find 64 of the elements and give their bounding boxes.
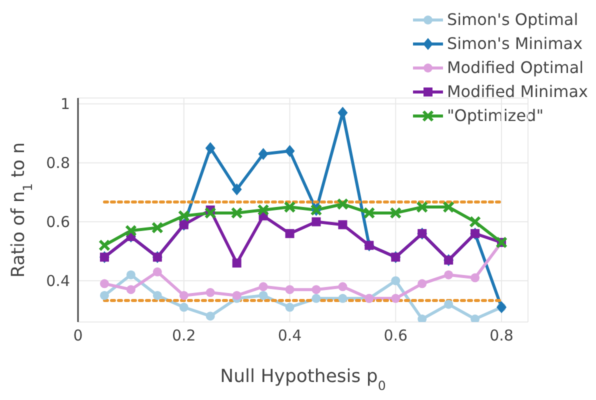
point <box>338 282 348 292</box>
y-tick-label: 0.8 <box>46 154 70 172</box>
point <box>444 270 454 280</box>
x-tick-label: 0.6 <box>384 326 408 345</box>
point <box>206 312 215 321</box>
point <box>338 294 348 303</box>
point <box>152 267 162 276</box>
point <box>100 279 109 288</box>
point <box>285 302 294 312</box>
point <box>391 276 400 286</box>
point <box>284 201 296 214</box>
x-tick-label: 0.8 <box>490 326 514 345</box>
legend-label: Modified Optimal <box>446 57 584 79</box>
point <box>206 288 215 298</box>
y-tick-label: 0.4 <box>46 272 70 290</box>
point <box>100 290 109 300</box>
point <box>418 314 427 322</box>
point <box>363 206 376 219</box>
point <box>284 145 295 158</box>
legend-label: "Optimized" <box>446 105 544 127</box>
x-axis-title: Null Hypothesis p$_{0}$ <box>220 366 386 392</box>
point <box>204 206 216 219</box>
point <box>390 206 402 219</box>
point <box>470 273 480 282</box>
point <box>151 222 164 234</box>
point <box>258 290 268 300</box>
point <box>126 270 136 280</box>
point <box>98 239 110 252</box>
point <box>232 290 242 300</box>
point <box>285 229 294 238</box>
x-tick-label: 0 <box>73 326 83 345</box>
point <box>312 217 321 226</box>
point <box>258 282 268 292</box>
legend-label: Simon's Optimal <box>446 9 578 31</box>
point <box>470 314 480 322</box>
point <box>312 285 321 294</box>
point <box>285 285 294 294</box>
y-tick-label: 1 <box>60 95 70 114</box>
legend-label: Modified Minimax <box>446 81 588 103</box>
point <box>178 210 190 222</box>
point <box>230 206 243 219</box>
point <box>418 279 427 288</box>
legend-label: Simon's Minimax <box>446 33 583 55</box>
point <box>444 300 454 309</box>
point <box>442 201 455 214</box>
x-tick-label: 0.2 <box>172 326 196 345</box>
y-tick-label: 0.6 <box>46 213 70 232</box>
point <box>232 258 242 268</box>
point <box>124 224 137 237</box>
x-tick-label: 0.4 <box>278 326 302 345</box>
point <box>179 302 188 312</box>
point <box>469 216 482 228</box>
point <box>257 204 270 216</box>
point <box>232 183 242 196</box>
point <box>416 201 428 214</box>
point <box>338 220 348 230</box>
point <box>179 290 188 300</box>
point <box>126 285 136 294</box>
point <box>336 198 349 210</box>
point <box>391 294 400 303</box>
point <box>312 294 321 303</box>
point <box>205 142 216 154</box>
point <box>258 148 268 160</box>
point <box>152 290 162 300</box>
